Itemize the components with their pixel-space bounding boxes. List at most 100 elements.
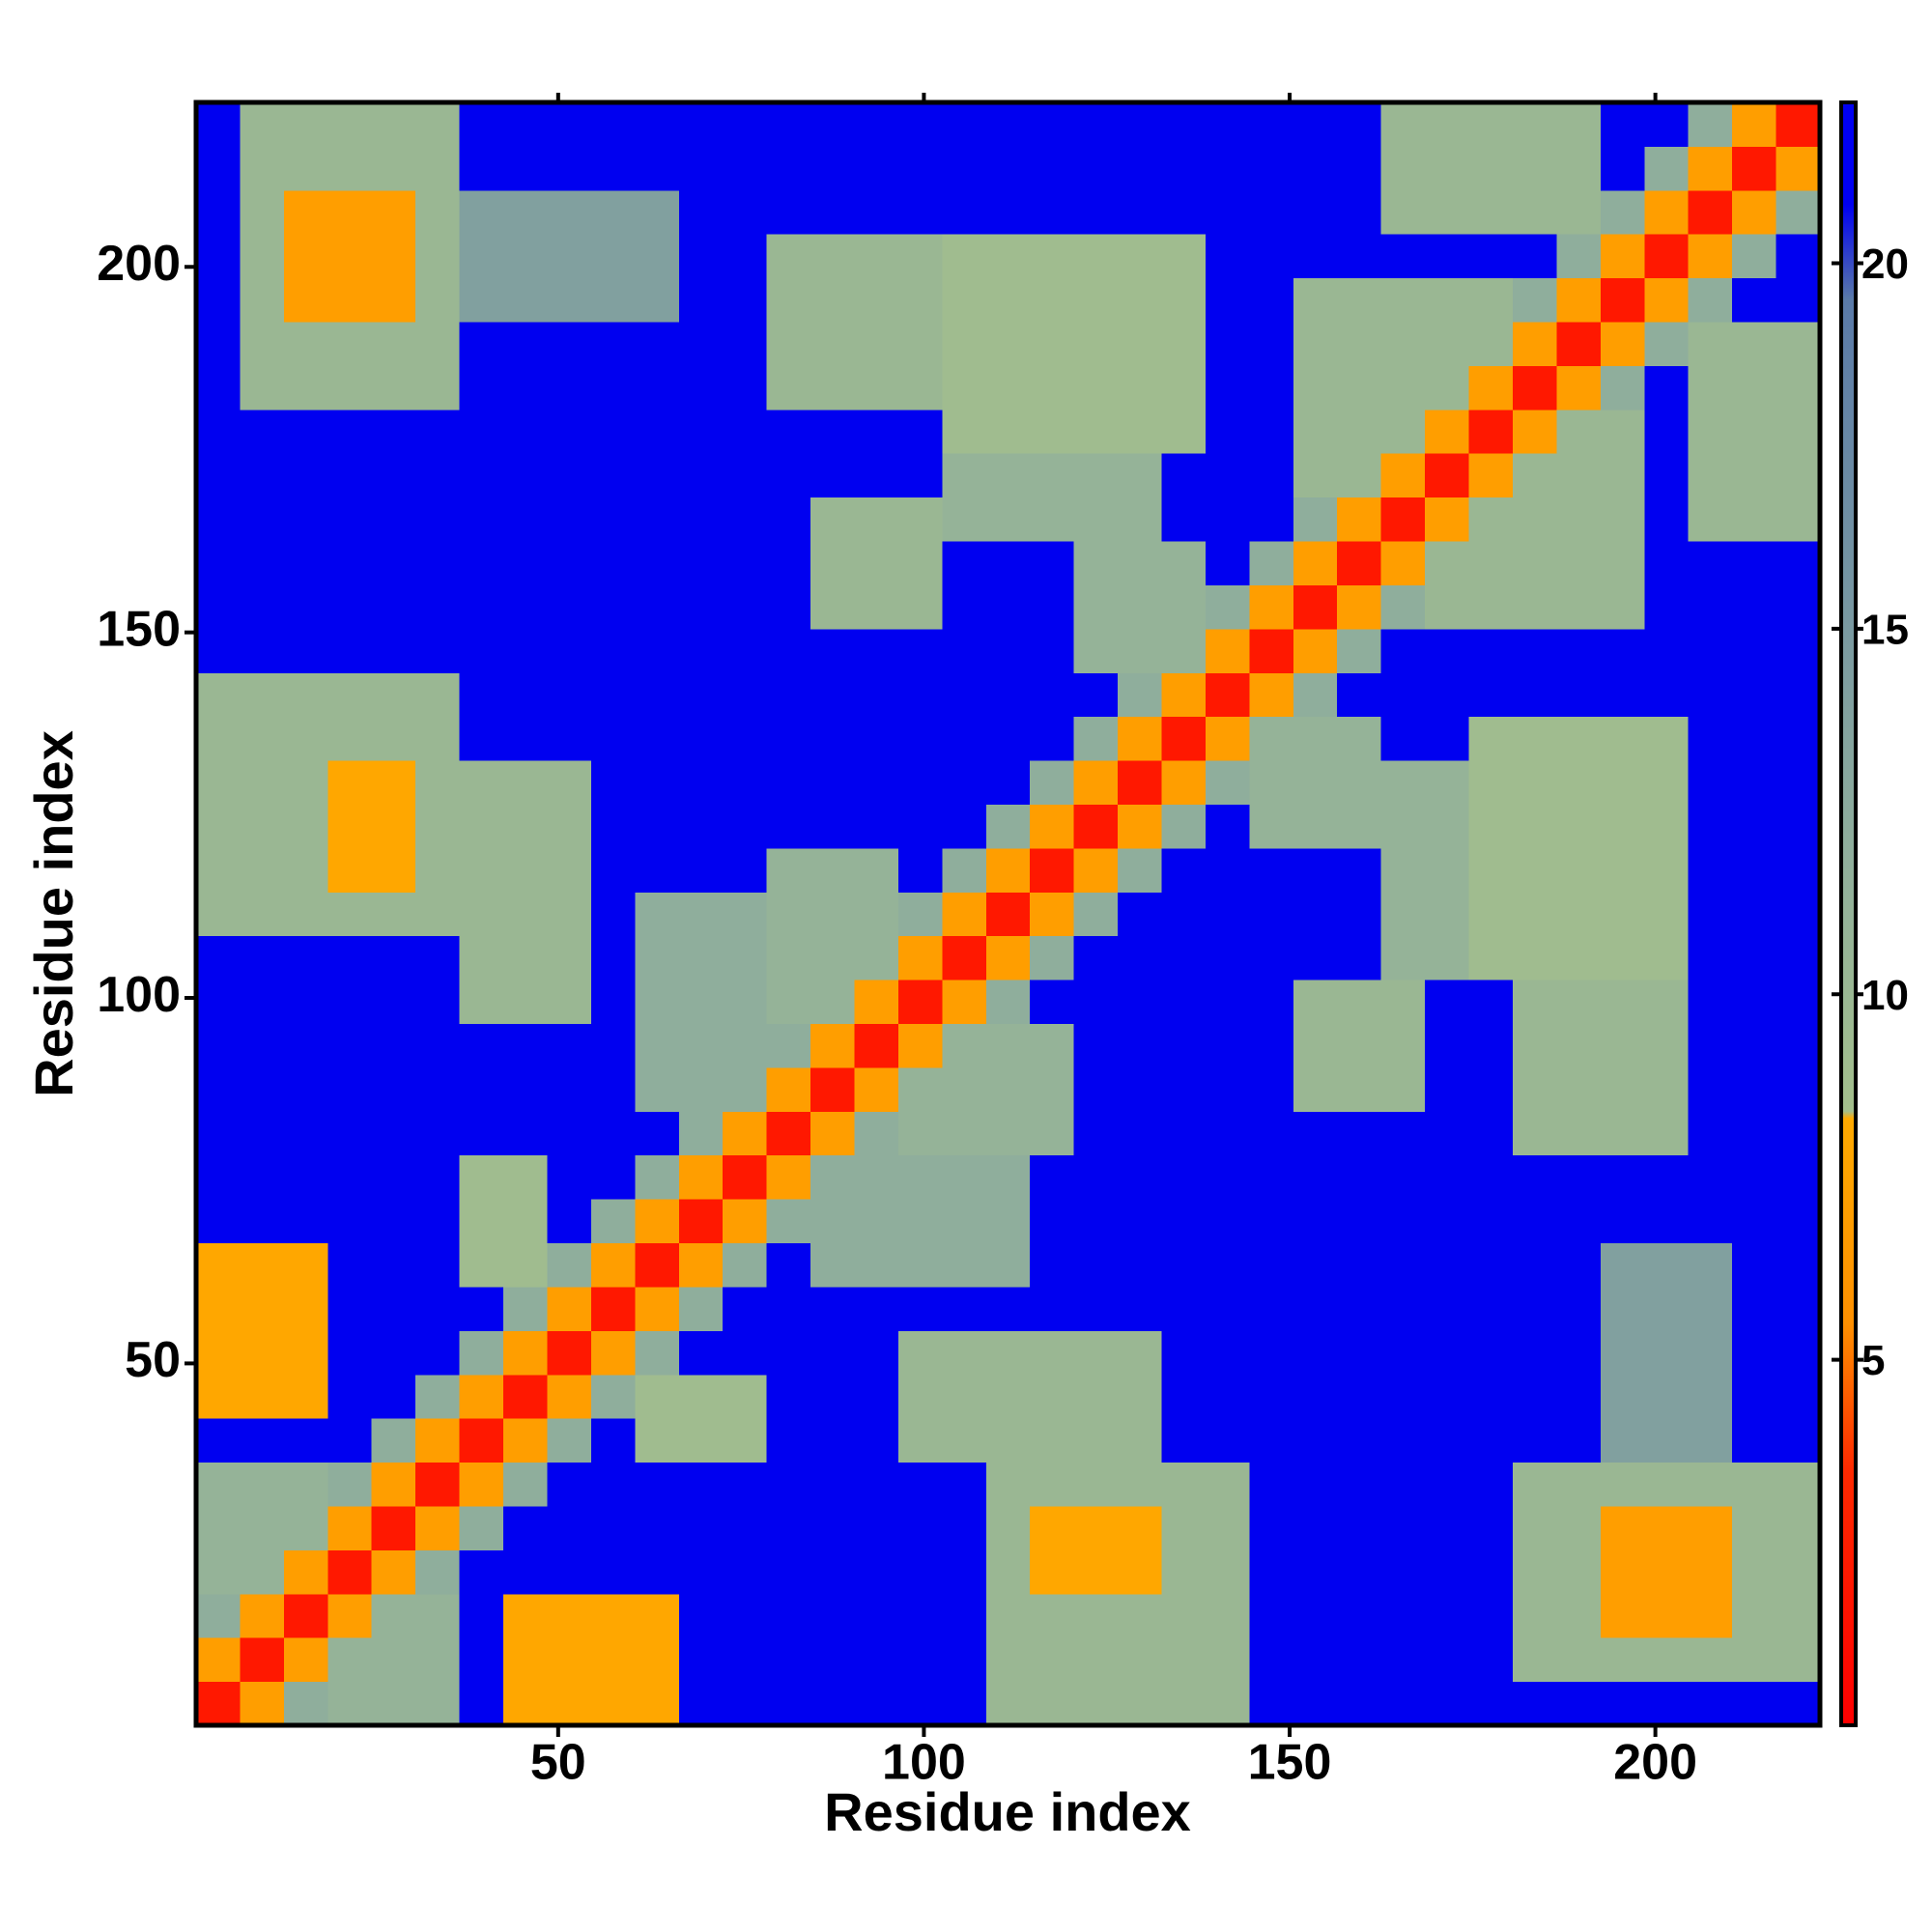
heatmap-cell: [1205, 672, 1250, 718]
heatmap-cell: [1205, 847, 1250, 893]
heatmap-cell: [1468, 1505, 1514, 1550]
heatmap-cell: [1161, 1681, 1207, 1726]
heatmap-cell: [985, 760, 1031, 805]
heatmap-cell: [678, 672, 724, 718]
heatmap-cell: [1337, 234, 1382, 279]
heatmap-cell: [1468, 146, 1514, 191]
heatmap-cell: [1337, 1199, 1382, 1244]
heatmap-cell: [1688, 1418, 1733, 1463]
heatmap-cell: [766, 453, 811, 498]
heatmap-cell: [327, 980, 373, 1025]
heatmap-cell: [1380, 1681, 1426, 1726]
heatmap-cell: [1030, 1505, 1075, 1550]
heatmap-cell: [1337, 584, 1382, 630]
heatmap-cell: [1380, 892, 1426, 937]
heatmap-cell: [678, 935, 724, 980]
heatmap-cell: [327, 892, 373, 937]
heatmap-cell: [810, 628, 855, 673]
heatmap-cell: [415, 1154, 461, 1200]
heatmap-cell: [240, 1154, 285, 1200]
heatmap-cell: [942, 1330, 987, 1376]
heatmap-cell: [327, 365, 373, 411]
heatmap-cell: [1556, 1418, 1602, 1463]
heatmap-cell: [1118, 847, 1163, 893]
heatmap-cell: [283, 1111, 328, 1156]
heatmap-cell: [942, 1549, 987, 1595]
x-tick-label: 150: [1248, 1735, 1332, 1791]
heatmap-cell: [459, 1154, 504, 1200]
heatmap-cell: [1776, 1199, 1821, 1244]
heatmap-cell: [1644, 1023, 1690, 1068]
heatmap-cell: [283, 1286, 328, 1331]
heatmap-cell: [635, 1330, 680, 1376]
heatmap-cell: [1337, 277, 1382, 323]
heatmap-cell: [1205, 1593, 1250, 1638]
heatmap-cell: [459, 584, 504, 630]
heatmap-cell: [415, 1418, 461, 1463]
heatmap-cell: [196, 1111, 241, 1156]
heatmap-cell: [723, 365, 768, 411]
heatmap-cell: [1600, 760, 1645, 805]
heatmap-cell: [1337, 1066, 1382, 1112]
heatmap-cell: [371, 1418, 416, 1463]
heatmap-cell: [1293, 1111, 1338, 1156]
heatmap-cell: [897, 847, 943, 893]
heatmap-cell: [503, 1462, 548, 1507]
heatmap-cell: [1030, 146, 1075, 191]
heatmap-cell: [1293, 1199, 1338, 1244]
heatmap-cell: [371, 497, 416, 542]
heatmap-cell: [196, 1199, 241, 1244]
heatmap-cell: [1776, 1023, 1821, 1068]
heatmap-cell: [547, 760, 592, 805]
heatmap-cell: [1556, 1505, 1602, 1550]
heatmap-cell: [240, 541, 285, 585]
heatmap-cell: [1732, 628, 1777, 673]
heatmap-cell: [1030, 1286, 1075, 1331]
heatmap-cell: [723, 541, 768, 585]
heatmap-cell: [1688, 1681, 1733, 1726]
heatmap-cell: [1776, 847, 1821, 893]
heatmap-cell: [1425, 102, 1470, 147]
heatmap-cell: [196, 146, 241, 191]
heatmap-cell: [1776, 146, 1821, 191]
heatmap-cell: [1468, 1418, 1514, 1463]
heatmap-cell: [1512, 760, 1557, 805]
heatmap-cell: [1293, 716, 1338, 761]
heatmap-cell: [1205, 804, 1250, 849]
heatmap-cell: [1293, 892, 1338, 937]
heatmap-cell: [371, 1111, 416, 1156]
heatmap-cell: [240, 1505, 285, 1550]
heatmap-cell: [1425, 1199, 1470, 1244]
heatmap-cell: [1688, 1286, 1733, 1331]
heatmap-cell: [1293, 584, 1338, 630]
heatmap-cell: [723, 1549, 768, 1595]
heatmap-cell: [1030, 409, 1075, 454]
heatmap-cell: [1468, 760, 1514, 805]
heatmap-cell: [854, 1330, 899, 1376]
heatmap-cell: [371, 584, 416, 630]
heatmap-cell: [240, 760, 285, 805]
heatmap-cell: [854, 760, 899, 805]
heatmap-cell: [371, 189, 416, 235]
heatmap-cell: [1512, 935, 1557, 980]
heatmap-cell: [547, 628, 592, 673]
heatmap-cell: [283, 1462, 328, 1507]
heatmap-cell: [1425, 541, 1470, 585]
heatmap-cell: [1073, 322, 1119, 366]
heatmap-cell: [1600, 102, 1645, 147]
heatmap-cell: [810, 453, 855, 498]
heatmap-cell: [371, 1505, 416, 1550]
heatmap-cell: [503, 541, 548, 585]
heatmap-cell: [766, 1199, 811, 1244]
heatmap-cell: [1556, 453, 1602, 498]
heatmap-cell: [1249, 189, 1294, 235]
heatmap-cell: [1205, 892, 1250, 937]
heatmap-cell: [1293, 497, 1338, 542]
heatmap-cell: [1776, 760, 1821, 805]
heatmap-cell: [1380, 1242, 1426, 1288]
heatmap-cell: [1293, 1505, 1338, 1550]
heatmap-cell: [415, 935, 461, 980]
heatmap-cell: [766, 146, 811, 191]
heatmap-cell: [678, 541, 724, 585]
heatmap-cell: [283, 1681, 328, 1726]
